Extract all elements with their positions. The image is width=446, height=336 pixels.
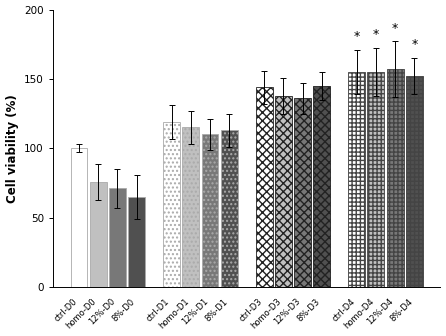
Bar [70,148,87,287]
Bar [294,98,311,287]
Bar [275,95,292,287]
Text: *: * [411,38,417,51]
Text: *: * [354,30,360,43]
Bar [163,122,180,287]
Bar [256,87,273,287]
Bar [368,72,384,287]
Bar [182,127,199,287]
Y-axis label: Cell viability (%): Cell viability (%) [5,94,19,203]
Bar [406,76,423,287]
Bar [221,130,238,287]
Bar [128,197,145,287]
Text: *: * [373,29,379,41]
Bar [348,72,365,287]
Text: *: * [392,22,398,35]
Bar [90,181,107,287]
Bar [202,134,219,287]
Bar [314,86,330,287]
Bar [387,69,404,287]
Bar [109,188,126,287]
